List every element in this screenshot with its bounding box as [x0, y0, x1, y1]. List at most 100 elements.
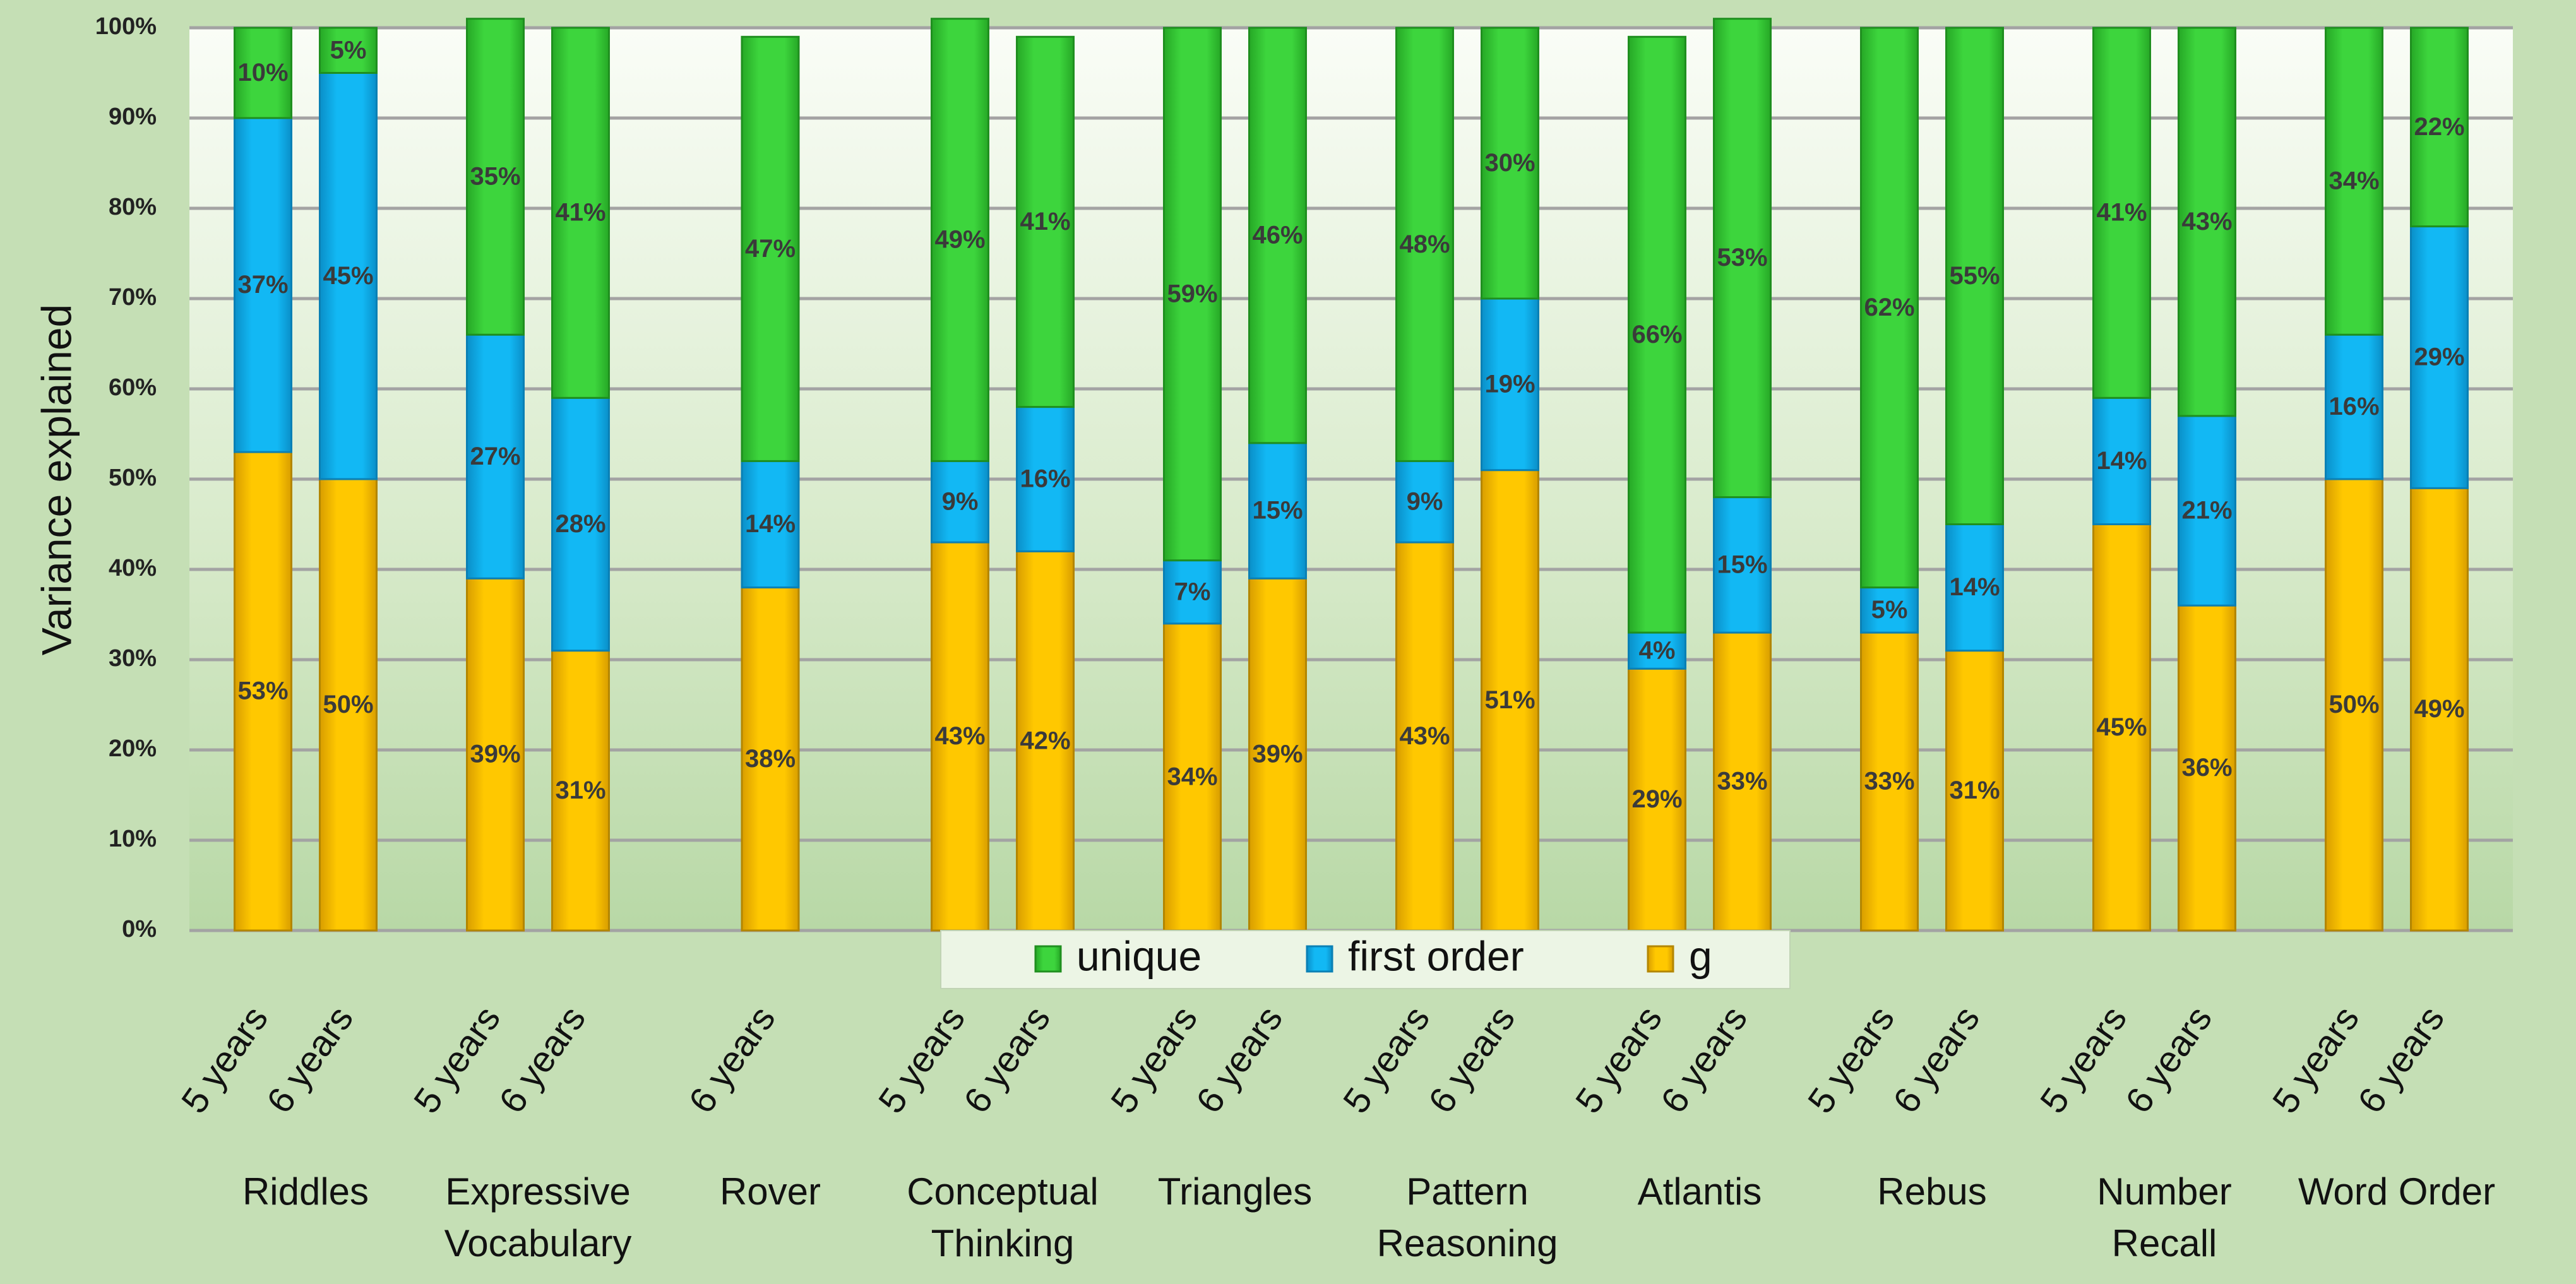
bar-segment-unique [2410, 27, 2469, 228]
y-axis-ticks: 0% 10% 20% 30% 40% 50% 60% 70% 80% 90% 100% [95, 13, 157, 942]
category-label: Thinking [931, 1222, 1075, 1264]
age-label: 6 years [1885, 999, 1988, 1121]
bar-segment-unique [1860, 27, 1919, 589]
data-label: 48% [1399, 230, 1450, 258]
data-label: 7% [1174, 578, 1211, 605]
category-label: Recall [2112, 1222, 2217, 1264]
data-label: 9% [1407, 487, 1443, 515]
data-label: 9% [942, 487, 979, 515]
age-label: 5 years [871, 999, 973, 1121]
y-tick-label: 100% [95, 13, 157, 40]
category-label: Pattern [1406, 1170, 1528, 1213]
data-label: 28% [555, 510, 605, 538]
y-tick-label: 0% [122, 916, 157, 942]
legend-swatch [1306, 945, 1333, 973]
bar-segment-unique [2178, 27, 2236, 417]
data-label: 41% [555, 199, 605, 227]
bar-segment-unique [931, 18, 989, 462]
bar-segment-g [1481, 469, 1539, 932]
category-label: Rebus [1877, 1170, 1986, 1213]
age-label: 6 years [1421, 999, 1523, 1121]
bar-segment-g [319, 478, 378, 932]
legend: unique first order g [940, 930, 1791, 989]
data-label: 33% [1864, 768, 1914, 795]
bar-segment-g [1945, 650, 2004, 932]
bar-segment-g [1016, 550, 1075, 932]
bar-segment-g [2092, 523, 2151, 932]
y-tick-label: 50% [109, 465, 157, 491]
bar-segment-first-order [1713, 496, 1772, 634]
bar-segment-first-order [2092, 396, 2151, 525]
data-label: 30% [1484, 149, 1535, 177]
category-label: Reasoning [1377, 1222, 1558, 1264]
y-tick-label: 90% [109, 104, 157, 130]
data-label: 34% [1167, 763, 1217, 790]
category-label: Atlantis [1638, 1170, 1762, 1213]
bar-segment-unique [1628, 35, 1686, 634]
data-label: 5% [330, 36, 367, 64]
bar-segment-first-order [1481, 297, 1539, 472]
data-label: 49% [2414, 695, 2464, 723]
data-label: 59% [1167, 280, 1217, 307]
data-label: 43% [934, 722, 985, 750]
age-label: 6 years [681, 999, 783, 1121]
bar-segment-g [234, 451, 292, 932]
data-label: 36% [2181, 754, 2232, 782]
bar-segment-first-order [1248, 442, 1307, 580]
data-label: 66% [1631, 321, 1682, 348]
data-label: 38% [745, 745, 796, 773]
data-label: 37% [237, 271, 288, 299]
bar-segment-unique [2325, 27, 2383, 336]
bar-segment-first-order [741, 460, 800, 589]
data-label: 15% [1252, 497, 1303, 525]
data-label: 31% [1949, 776, 2000, 804]
bar-segment-first-order [1016, 406, 1075, 552]
data-label: 22% [2414, 113, 2464, 141]
age-label: 5 years [174, 999, 276, 1121]
bar-segment-first-order [1395, 460, 1454, 544]
age-label: 6 years [1653, 999, 1755, 1121]
bar-segment-unique [741, 35, 800, 462]
bars: 53% 37% 10% 50% 45% 5% 39% 27% 35% 31% 28% 41% 38% 14… [234, 18, 2469, 932]
age-label: 6 years [2350, 999, 2452, 1121]
y-tick-label: 40% [109, 555, 157, 581]
age-label: 6 years [491, 999, 593, 1121]
bar-segment-g [741, 586, 800, 932]
data-label: 46% [1252, 221, 1303, 249]
data-label: 14% [745, 510, 796, 538]
bar-segment-first-order [2410, 225, 2469, 489]
data-label: 27% [470, 443, 520, 470]
legend-swatch [1034, 945, 1062, 973]
bar-segment-unique [1248, 27, 1307, 444]
age-label: 6 years [956, 999, 1058, 1121]
category-label: Vocabulary [444, 1222, 632, 1264]
data-label: 15% [1717, 550, 1767, 578]
data-label: 42% [1020, 727, 1070, 754]
y-tick-label: 60% [109, 374, 157, 401]
age-label: 5 years [1800, 999, 1902, 1121]
y-axis-title: Variance explained [33, 304, 80, 656]
data-label: 50% [2329, 691, 2379, 718]
data-label: 14% [1949, 573, 2000, 601]
category-label: Word Order [2298, 1170, 2495, 1213]
data-label: 29% [1631, 785, 1682, 813]
bar-segment-unique [1481, 27, 1539, 300]
age-label: 6 years [259, 999, 361, 1121]
bar-segment-first-order [2178, 415, 2236, 607]
bar-segment-unique [1945, 27, 2004, 525]
data-label: 29% [2414, 343, 2464, 371]
bar-segment-g [466, 577, 525, 932]
data-label: 45% [2096, 713, 2147, 741]
bar-segment-first-order [931, 460, 989, 544]
age-label: 5 years [2265, 999, 2367, 1121]
data-label: 53% [1717, 244, 1767, 271]
age-label: 6 years [1188, 999, 1291, 1121]
data-label: 35% [470, 163, 520, 191]
bar-segment-first-order [551, 396, 610, 652]
age-label: 5 years [1568, 999, 1670, 1121]
data-label: 4% [1639, 636, 1676, 664]
age-label: 6 years [2118, 999, 2220, 1121]
data-label: 47% [745, 235, 796, 263]
